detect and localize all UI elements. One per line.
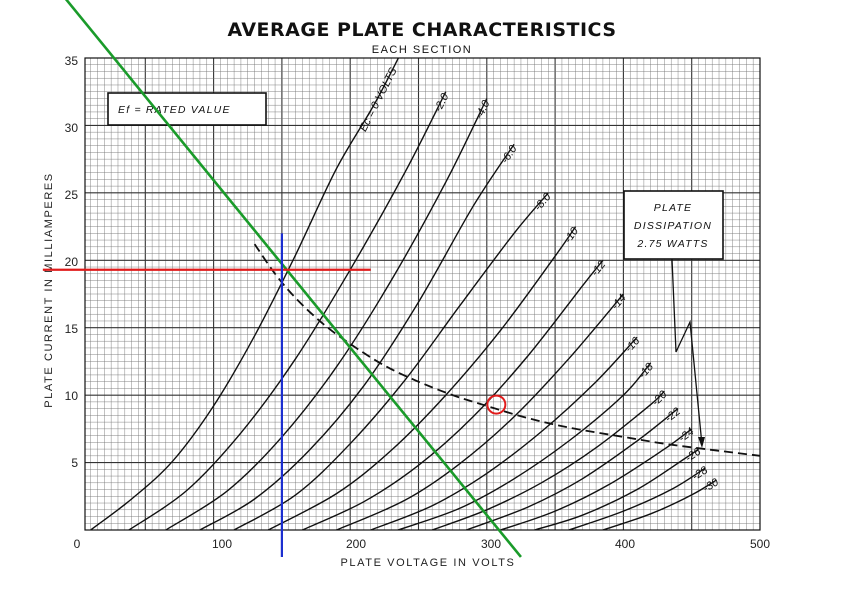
- x-tick-100: 100: [212, 537, 232, 551]
- y-tick-20: 20: [65, 255, 79, 269]
- y-tick-5: 5: [71, 456, 78, 470]
- plate-dissipation-box: [623, 190, 724, 260]
- dissipation-dashed-line: [253, 243, 760, 457]
- chart-title: AVERAGE PLATE CHARACTERISTICS: [227, 19, 616, 41]
- plate-dissipation-line-2: DISSIPATION: [634, 220, 712, 232]
- plate-dissipation-curve: [253, 243, 760, 457]
- dissipation-leader-arrow: [671, 258, 703, 446]
- curve-ec-2: [165, 98, 488, 530]
- green-load-line: [64, 0, 522, 558]
- curve-ec-5: [267, 226, 577, 530]
- dissipation-arrowhead: [698, 437, 705, 448]
- curve-ec-3: [199, 143, 515, 530]
- curve-ec-14: [568, 467, 706, 530]
- plot-frame: [84, 57, 761, 531]
- curve-ec-12: [500, 428, 693, 530]
- curve-ec-1: [128, 91, 447, 530]
- curve-ec-7: [336, 293, 624, 530]
- curve-ec-4: [233, 192, 549, 530]
- plate-dissipation-line-3: 2.75 WATTS: [636, 238, 708, 250]
- y-tick-10: 10: [65, 389, 79, 403]
- red-circle-marker: [486, 394, 507, 415]
- x-axis-label: PLATE VOLTAGE IN VOLTS: [341, 557, 516, 569]
- curve-ec-0: [90, 58, 400, 530]
- y-tick-30: 30: [65, 121, 79, 135]
- y-tick-25: 25: [65, 188, 79, 202]
- curve-ec-13: [534, 448, 699, 530]
- rated-value-box: [107, 92, 267, 126]
- grid: [85, 58, 760, 530]
- x-tick-300: 300: [481, 537, 501, 551]
- x-tick-200: 200: [346, 537, 366, 551]
- curve-ec-8: [370, 336, 638, 530]
- grid-voltage-curves: [90, 58, 717, 530]
- y-tick-35: 35: [65, 54, 79, 68]
- x-tick-0: 0: [74, 537, 81, 551]
- y-axis-label: PLATE CURRENT IN MILLIAMPERES: [43, 172, 55, 407]
- plate-dissipation-line-1: PLATE: [654, 202, 692, 214]
- curve-ec-15: [602, 479, 717, 530]
- x-tick-400: 400: [615, 537, 635, 551]
- x-tick-500: 500: [750, 537, 770, 551]
- curve-ec-6: [302, 259, 604, 530]
- curve-ec-9: [397, 362, 652, 530]
- y-tick-15: 15: [65, 322, 79, 336]
- curve-ec-11: [466, 408, 679, 530]
- annotation-overlays: [42, 0, 522, 558]
- chart-subtitle: EACH SECTION: [372, 44, 473, 56]
- rated-value-label: Ef = RATED VALUE: [118, 104, 231, 116]
